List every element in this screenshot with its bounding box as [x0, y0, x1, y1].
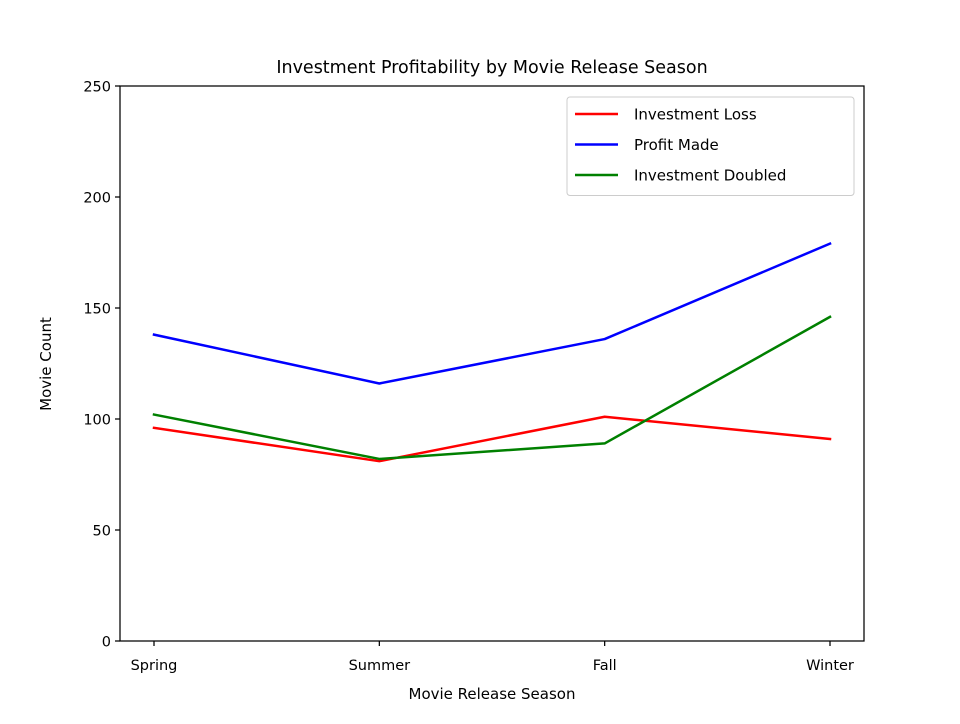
legend-label: Profit Made: [634, 136, 719, 154]
legend-label: Investment Loss: [634, 106, 757, 124]
x-tick-label: Fall: [593, 658, 617, 674]
x-axis-label: Movie Release Season: [409, 685, 576, 703]
y-tick-label: 250: [83, 80, 111, 96]
x-tick-label: Winter: [806, 658, 854, 674]
axes-frame: [119, 85, 865, 642]
y-axis-label: Movie Count: [37, 317, 55, 411]
series-layer: [152, 241, 832, 463]
y-tick-label: 0: [102, 635, 111, 651]
legend: Investment Loss Profit Made Investment Dou…: [566, 96, 855, 196]
series-line-investment-doubled: [152, 315, 832, 461]
legend-label: Investment Doubled: [634, 167, 786, 185]
x-tick-label: Summer: [349, 658, 411, 674]
series-line-profit-made: [152, 241, 832, 385]
y-tick-label: 50: [93, 524, 111, 540]
legend-box: [566, 96, 855, 196]
y-tick-label: 150: [83, 302, 111, 318]
axes-layer: 0 50 100 150 200 250 Spring Summer Fall Winter: [83, 80, 865, 674]
y-tick-label: 200: [83, 191, 111, 207]
x-tick-label: Spring: [131, 658, 178, 674]
series-line-investment-loss: [152, 415, 832, 463]
y-tick-label: 100: [83, 413, 111, 429]
chart-title: Investment Profitability by Movie Releas…: [276, 58, 707, 78]
